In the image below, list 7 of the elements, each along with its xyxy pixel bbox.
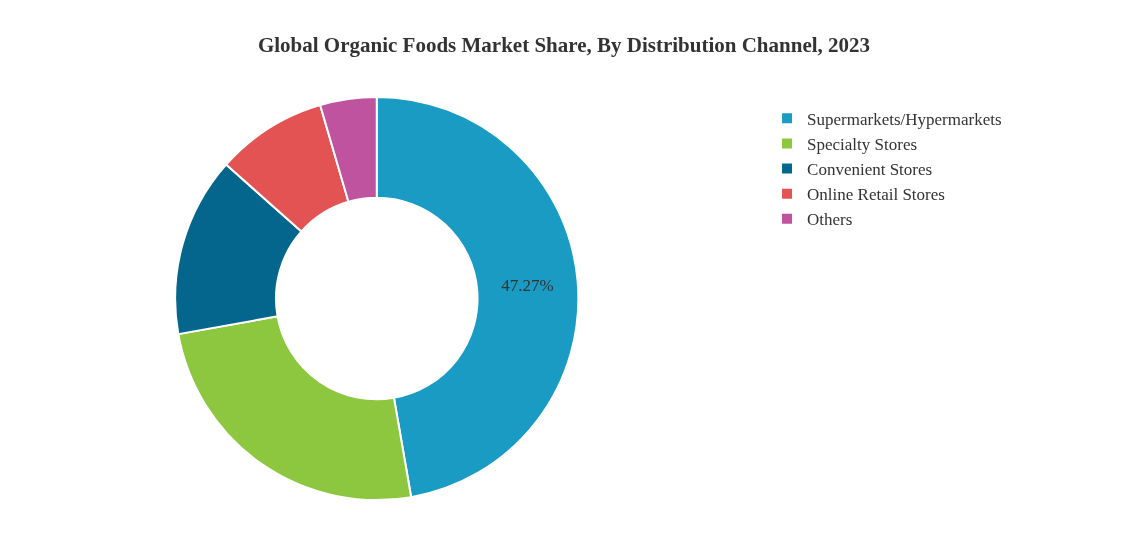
legend-label: Others: [807, 210, 853, 230]
chart-title: Global Organic Foods Market Share, By Distribution Channel, 2023: [257, 33, 871, 58]
legend-label: Online Retail Stores: [807, 185, 945, 205]
legend-label: Convenient Stores: [807, 160, 933, 180]
legend-label: Specialty Stores: [807, 135, 918, 155]
data-label: 47.27%: [501, 276, 554, 296]
legend-label: Supermarkets/Hypermarkets: [807, 109, 1002, 129]
